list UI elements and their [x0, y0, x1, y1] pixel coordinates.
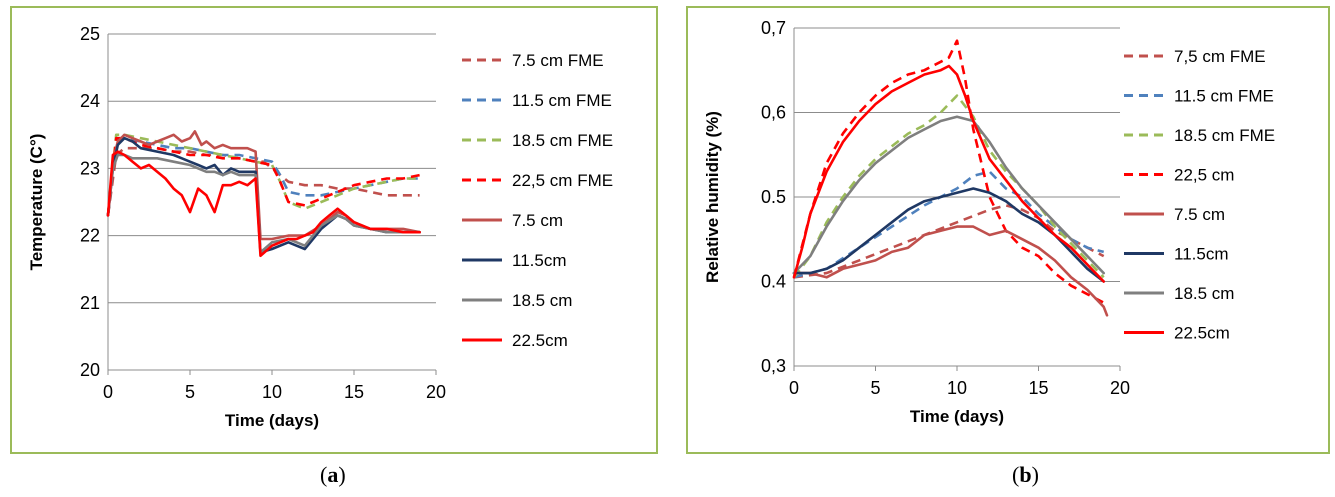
series-line: [792, 225, 1109, 317]
legend-label: 18.5 cm FME: [1174, 126, 1275, 145]
series-line: [106, 153, 421, 254]
x-axis-title: Time (days): [910, 407, 1004, 426]
series-line: [106, 136, 420, 216]
legend-label: 11.5cm: [1174, 245, 1229, 264]
y-tick-label: 21: [80, 293, 100, 313]
legend-label: 11.5 cm FME: [512, 91, 612, 110]
x-tick-label: 15: [1028, 378, 1048, 398]
y-tick-label: 0,7: [761, 18, 786, 38]
legend-label: 22,5 cm: [1174, 166, 1234, 185]
y-tick-label: 25: [80, 24, 100, 44]
chart-panel-humidity: 0,3 0.4 0.5 0,6 0,7 0 5 10 15 20 Time (days) Relati…: [686, 6, 1330, 454]
legend-label: 22,5 cm FME: [512, 171, 613, 190]
series-line: [793, 204, 1105, 279]
y-tick-label: 23: [80, 158, 100, 178]
legend-label: 18.5 cm: [1174, 284, 1234, 303]
x-tick-label: 0: [789, 378, 799, 398]
legend-label: 18.5 cm FME: [512, 131, 613, 150]
x-tick-label: 20: [426, 382, 446, 402]
chart-panel-temperature: 20 21 22 23 24 25 0 5 10 15 20 Time (days) Temperatu…: [10, 6, 658, 454]
legend-label: 22.5cm: [512, 331, 568, 350]
x-tick-label: 10: [947, 378, 967, 398]
x-axis-title: Time (days): [225, 411, 319, 430]
temperature-chart: 20 21 22 23 24 25 0 5 10 15 20 Time (days) Temperatu…: [27, 24, 613, 430]
x-tick-label: 0: [103, 382, 113, 402]
caption-a: (a): [320, 462, 346, 487]
x-tick-label: 10: [262, 382, 282, 402]
y-tick-label: 0.5: [761, 187, 786, 207]
legend-label: 18.5 cm: [512, 291, 572, 310]
y-tick-label: 0,3: [761, 356, 786, 376]
legend-label: 7,5 cm FME: [1174, 47, 1266, 66]
y-tick-label: 24: [80, 91, 100, 111]
series-line: [106, 133, 420, 216]
y-tick-label: 0.4: [761, 272, 786, 292]
series-line: [792, 94, 1105, 279]
legend-label: 7.5 cm FME: [512, 51, 604, 70]
series-line: [792, 64, 1105, 283]
x-tick-label: 15: [344, 382, 364, 402]
caption-b: (b): [1012, 462, 1039, 487]
series-line: [792, 39, 1105, 304]
y-tick-label: 20: [80, 360, 100, 380]
legend-label: 7.5 cm: [512, 211, 563, 230]
series-line: [106, 136, 420, 216]
legend-label: 11.5 cm FME: [1174, 87, 1274, 106]
legend-label: 22.5cm: [1174, 324, 1230, 343]
series-line: [792, 115, 1105, 275]
humidity-chart: 0,3 0.4 0.5 0,6 0,7 0 5 10 15 20 Time (days) Relati…: [703, 18, 1275, 426]
y-tick-label: 0,6: [761, 103, 786, 123]
y-tick-label: 22: [80, 226, 100, 246]
x-tick-label: 5: [870, 378, 880, 398]
legend-label: 7.5 cm: [1174, 205, 1225, 224]
y-axis-title: Temperature (C°): [27, 134, 46, 271]
series-line: [106, 150, 421, 258]
y-axis-title: Relative humidity (%): [703, 111, 722, 283]
x-tick-label: 5: [185, 382, 195, 402]
x-tick-label: 20: [1110, 378, 1130, 398]
legend-label: 11.5cm: [512, 251, 567, 270]
series-line: [106, 146, 420, 216]
